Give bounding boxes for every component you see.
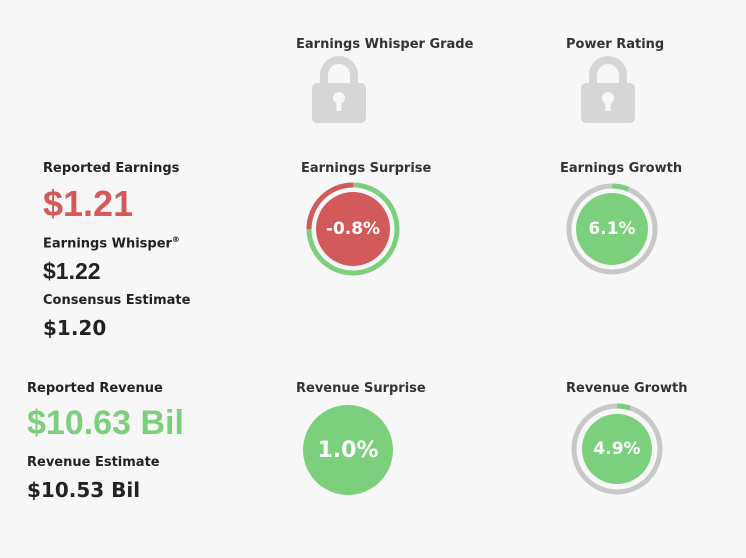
gauge-fill xyxy=(576,193,648,265)
revenue-growth-gauge: 4.9% xyxy=(570,402,664,496)
gauge-progress-arc xyxy=(566,183,658,275)
revenue-surprise-value: 1.0% xyxy=(317,437,379,463)
revenue-growth-label: Revenue Growth xyxy=(566,381,688,396)
earnings-whisper-label: Earnings Whisper® xyxy=(43,235,180,252)
consensus-estimate-value: $1.20 xyxy=(43,316,107,340)
lock-icon xyxy=(311,55,367,123)
earnings-whisper-value: $1.22 xyxy=(43,258,101,284)
earnings-surprise-value: -0.8% xyxy=(325,219,381,239)
earnings-surprise-label: Earnings Surprise xyxy=(301,161,432,176)
earnings-growth-value: 6.1% xyxy=(588,219,636,239)
reported-earnings-value: $1.21 xyxy=(43,183,134,224)
registered-mark: ® xyxy=(171,235,180,244)
gauge-fill xyxy=(303,405,393,495)
whisper-grade-label: Earnings Whisper Grade xyxy=(296,37,474,52)
reported-revenue-label: Reported Revenue xyxy=(27,381,163,396)
revenue-surprise-gauge: 1.0% xyxy=(303,405,393,495)
revenue-surprise-label: Revenue Surprise xyxy=(296,381,426,396)
reported-earnings-label: Reported Earnings xyxy=(43,161,180,176)
power-rating-label: Power Rating xyxy=(566,37,665,52)
gauge-fill xyxy=(316,192,390,266)
revenue-estimate-label: Revenue Estimate xyxy=(27,455,160,470)
gauge-progress-arc xyxy=(571,403,663,495)
earnings-growth-label: Earnings Growth xyxy=(560,161,683,176)
consensus-estimate-label: Consensus Estimate xyxy=(43,293,191,308)
lock-icon xyxy=(580,55,636,123)
gauge-arc xyxy=(306,182,354,230)
earnings-surprise-gauge: -0.8% xyxy=(306,182,400,276)
earnings-growth-gauge: 6.1% xyxy=(565,182,659,276)
gauge-fill xyxy=(582,414,652,484)
revenue-estimate-value: $10.53 Bil xyxy=(27,478,141,502)
revenue-growth-value: 4.9% xyxy=(593,439,641,459)
reported-revenue-value: $10.63 Bil xyxy=(27,404,184,442)
